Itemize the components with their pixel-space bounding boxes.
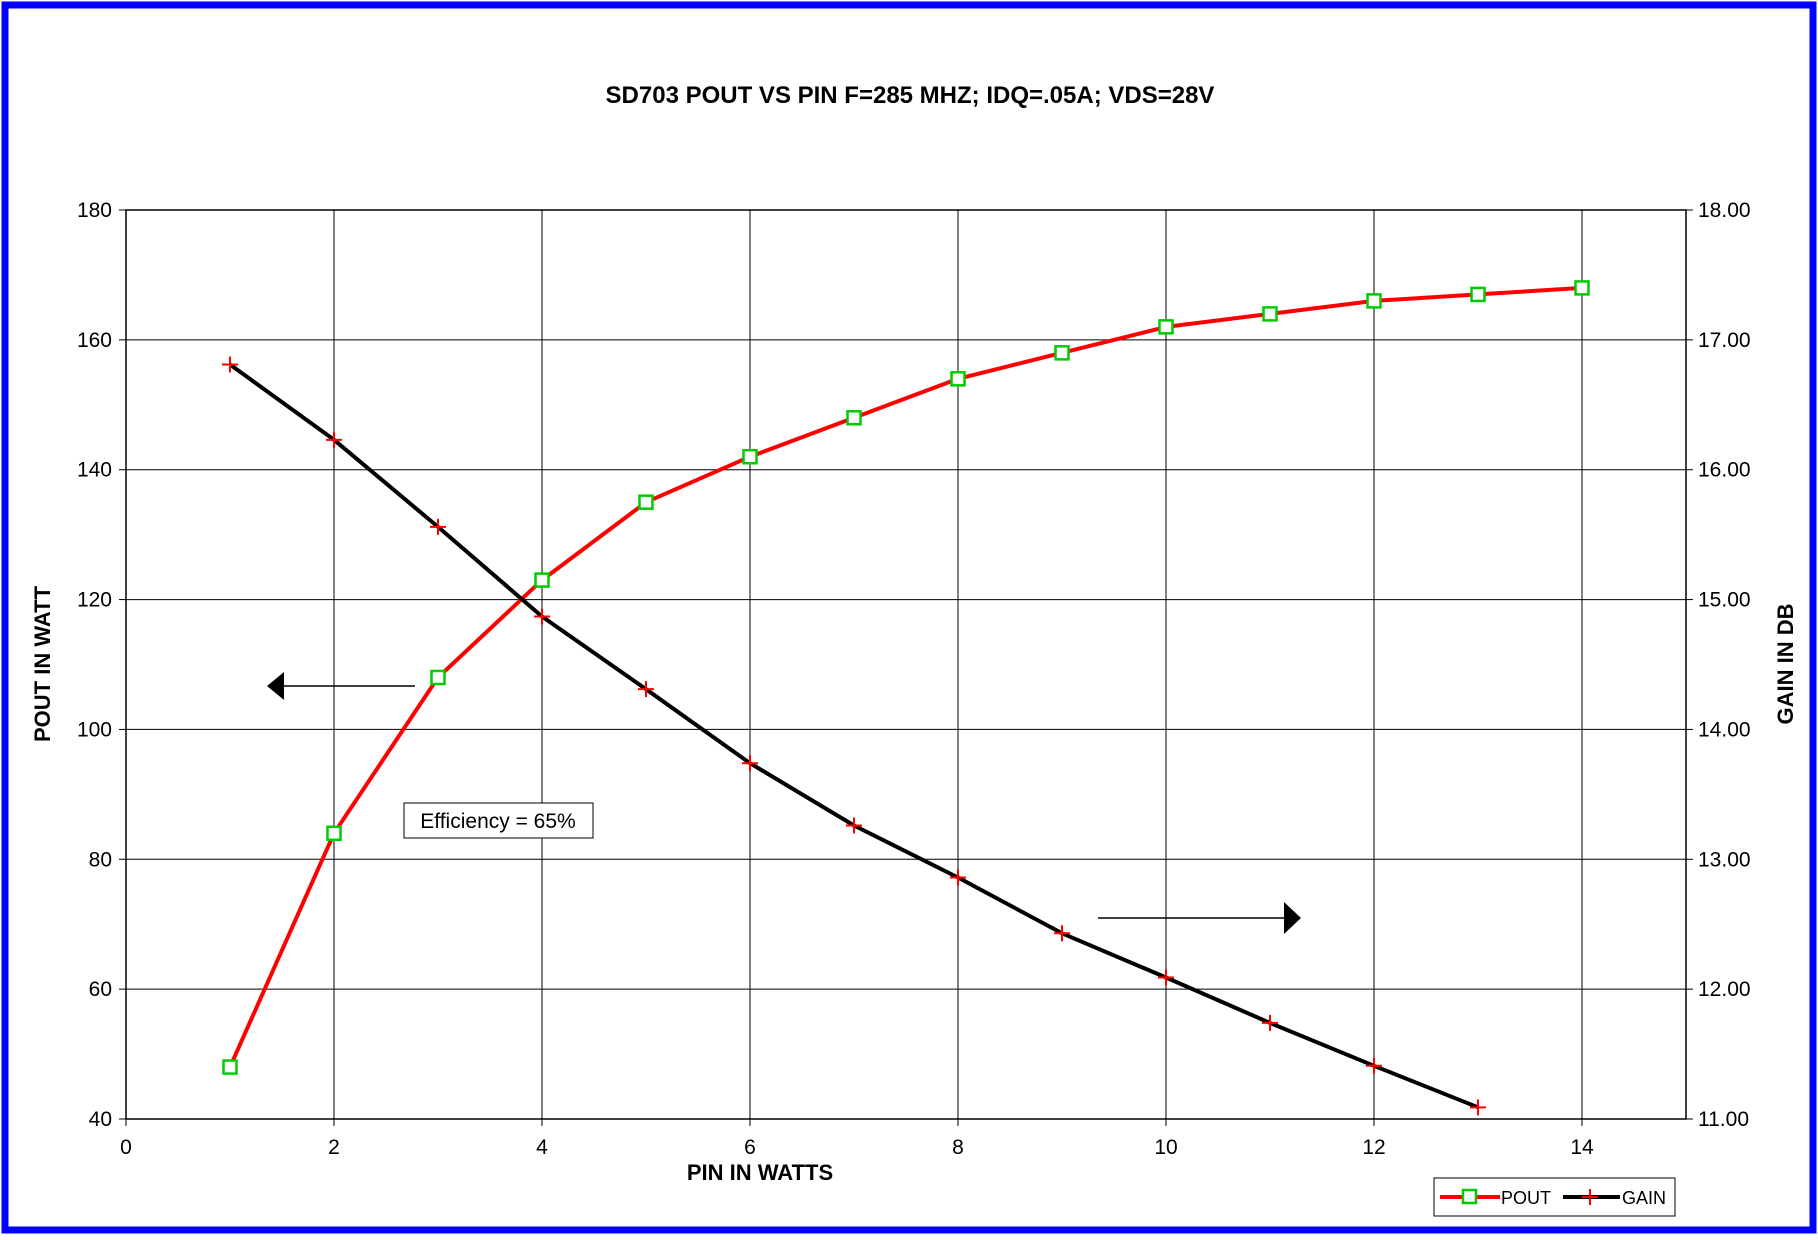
y-tick-label: 180: [77, 199, 112, 222]
efficiency-box: [403, 802, 594, 839]
pout-series-line: [228, 285, 1583, 1068]
y2-tick-label: 11.00: [1698, 1108, 1749, 1131]
x-tick-label: 8: [952, 1136, 964, 1159]
y-axis-title: POUT IN WATT: [30, 585, 55, 742]
left-arrow-annotation: [267, 672, 415, 700]
pout-point: [846, 410, 862, 426]
pout-point: [430, 669, 446, 686]
y2-tick-label: 12.00: [1698, 978, 1751, 1001]
y2-axis-title: GAIN IN DB: [1773, 604, 1798, 725]
efficiency-label: Efficiency = 65%: [420, 810, 575, 833]
gain-point: [1366, 1057, 1382, 1074]
x-tick-label: 2: [328, 1136, 340, 1159]
pout-point: [326, 825, 342, 842]
pout-point: [534, 572, 550, 588]
gain-point: [222, 356, 238, 373]
legend-gain-marker: [1582, 1189, 1598, 1205]
markers: [222, 280, 1590, 1116]
pout-point: [742, 448, 758, 465]
gain-point: [638, 681, 654, 698]
x-tick-label: 12: [1362, 1136, 1385, 1159]
x-tick-label: 14: [1570, 1136, 1594, 1159]
x-axis-title: PIN IN WATTS: [687, 1160, 833, 1185]
ticks: 0 2 4 6 8 10 12 14 40 60 80 100 120 140 160 180 11.00 12.…: [77, 199, 1751, 1159]
x-tick-label: 10: [1154, 1136, 1177, 1159]
y2-tick-label: 14.00: [1698, 718, 1751, 741]
legend: POUT GAIN: [1433, 1177, 1676, 1217]
x-tick-label: 6: [744, 1136, 756, 1159]
pout-point: [1574, 280, 1590, 296]
y-tick-label: 40: [89, 1108, 112, 1131]
gain-point: [1158, 969, 1174, 986]
y2-tick-label: 13.00: [1698, 848, 1751, 871]
pout-point: [638, 494, 654, 510]
right-arrow-annotation: [1098, 902, 1301, 934]
pout-point: [222, 1059, 238, 1075]
legend-pout-label: POUT: [1501, 1188, 1551, 1208]
pout-point: [1054, 345, 1070, 361]
pout-point: [950, 371, 966, 387]
gain-point: [846, 817, 862, 834]
y2-tick-label: 17.00: [1698, 329, 1751, 352]
y-tick-label: 80: [89, 848, 112, 871]
plot-area: [125, 209, 1687, 1120]
x-tick-label: 0: [120, 1136, 132, 1159]
legend-pout-marker: [1461, 1188, 1478, 1205]
y-tick-label: 60: [89, 978, 112, 1001]
y2-tick-label: 15.00: [1698, 589, 1751, 612]
gain-point: [326, 431, 342, 448]
pout-point: [1470, 286, 1486, 303]
y-tick-label: 120: [77, 589, 112, 612]
right-arrow-head: [1284, 902, 1301, 934]
gain-point: [1054, 925, 1070, 942]
efficiency-annotation: Efficiency = 65%: [403, 802, 594, 839]
pout-point: [1366, 293, 1382, 309]
gain-point: [1262, 1014, 1278, 1031]
grid: [126, 210, 1686, 1119]
y-tick-label: 100: [77, 718, 112, 741]
gain-point: [1470, 1099, 1486, 1116]
y2-tick-label: 16.00: [1698, 459, 1751, 482]
gain-point: [742, 755, 758, 772]
y2-tick-label: 18.00: [1698, 199, 1751, 222]
legend-gain-label: GAIN: [1622, 1188, 1666, 1208]
left-arrow-head: [267, 672, 284, 700]
chart-title: SD703 POUT VS PIN F=285 MHZ; IDQ=.05A; V…: [606, 82, 1215, 109]
gain-point: [950, 869, 966, 886]
gain-point: [534, 608, 550, 625]
pout-point: [1262, 306, 1278, 322]
y-tick-label: 140: [77, 459, 112, 482]
pout-point: [1158, 319, 1174, 335]
x-tick-label: 4: [536, 1136, 548, 1159]
y-tick-label: 160: [77, 329, 112, 352]
gain-point: [430, 518, 446, 535]
